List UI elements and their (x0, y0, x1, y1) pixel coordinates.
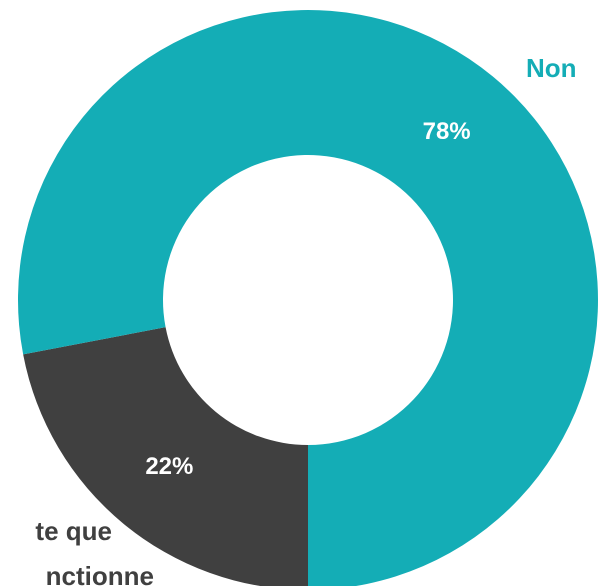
value-label: 22% (145, 453, 193, 480)
category-label: Non (526, 53, 577, 83)
category-label: te que (35, 516, 112, 546)
donut-slice (23, 327, 308, 586)
category-label: nctionne (46, 561, 154, 586)
donut-slice (18, 10, 598, 586)
value-label: 78% (423, 118, 471, 145)
